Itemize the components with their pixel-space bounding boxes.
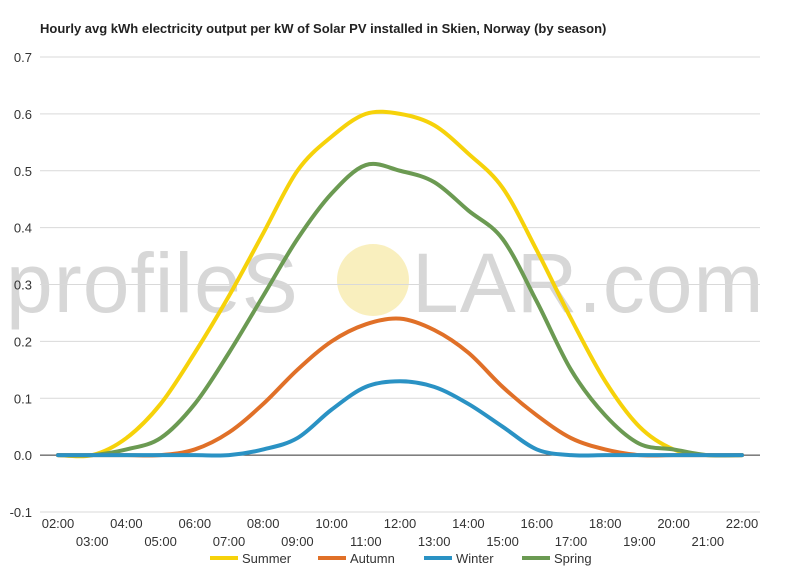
- x-tick-label: 21:00: [692, 534, 725, 549]
- legend-swatch-summer: [210, 556, 238, 560]
- x-tick-label: 22:00: [726, 516, 759, 531]
- x-tick-label: 04:00: [110, 516, 143, 531]
- legend-label-summer: Summer: [242, 551, 292, 566]
- x-tick-label: 08:00: [247, 516, 280, 531]
- series-line-spring: [56, 161, 744, 458]
- y-tick-label: 0.2: [14, 334, 32, 349]
- x-tick-label: 16:00: [521, 516, 554, 531]
- legend-label-spring: Spring: [554, 551, 592, 566]
- legend-swatch-spring: [522, 556, 550, 560]
- series-line-winter: [56, 379, 744, 458]
- watermark-text-left: profileS: [6, 236, 299, 330]
- x-tick-label: 03:00: [76, 534, 109, 549]
- x-axis: 02:0003:0004:0005:0006:0007:0008:0009:00…: [42, 516, 759, 549]
- watermark-text-right: LAR.com: [412, 236, 764, 330]
- x-tick-label: 07:00: [213, 534, 246, 549]
- legend-label-winter: Winter: [456, 551, 494, 566]
- x-tick-label: 19:00: [623, 534, 656, 549]
- watermark-sun-icon: [337, 244, 409, 316]
- x-tick-label: 20:00: [657, 516, 690, 531]
- x-tick-label: 06:00: [179, 516, 212, 531]
- x-tick-label: 14:00: [452, 516, 485, 531]
- y-tick-label: 0.1: [14, 391, 32, 406]
- legend-label-autumn: Autumn: [350, 551, 395, 566]
- x-tick-label: 13:00: [418, 534, 451, 549]
- x-tick-label: 17:00: [555, 534, 588, 549]
- x-tick-label: 10:00: [315, 516, 348, 531]
- legend: Summer Autumn Winter Spring: [210, 551, 592, 566]
- y-tick-label: 0.6: [14, 107, 32, 122]
- x-tick-label: 05:00: [144, 534, 177, 549]
- series-line-summer: [56, 109, 744, 459]
- y-tick-label: 0.4: [14, 221, 32, 236]
- legend-swatch-autumn: [318, 556, 346, 560]
- chart-title: Hourly avg kWh electricity output per kW…: [40, 21, 606, 36]
- legend-swatch-winter: [424, 556, 452, 560]
- y-tick-label: 0.0: [14, 448, 32, 463]
- x-tick-label: 15:00: [486, 534, 519, 549]
- x-tick-label: 09:00: [281, 534, 314, 549]
- series-line-autumn: [56, 316, 744, 458]
- x-tick-label: 11:00: [350, 534, 382, 549]
- series-lines: [56, 109, 744, 459]
- y-tick-label: 0.3: [14, 278, 32, 293]
- watermark: profileS LAR.com: [6, 236, 764, 330]
- x-tick-label: 18:00: [589, 516, 622, 531]
- y-tick-label: 0.5: [14, 164, 32, 179]
- y-axis: -0.1 0.0 0.1 0.2 0.3 0.4 0.5 0.6 0.7: [10, 50, 32, 520]
- y-tick-label: -0.1: [10, 505, 32, 520]
- x-tick-label: 02:00: [42, 516, 75, 531]
- grid: [40, 56, 760, 513]
- y-tick-label: 0.7: [14, 50, 32, 65]
- x-tick-label: 12:00: [384, 516, 417, 531]
